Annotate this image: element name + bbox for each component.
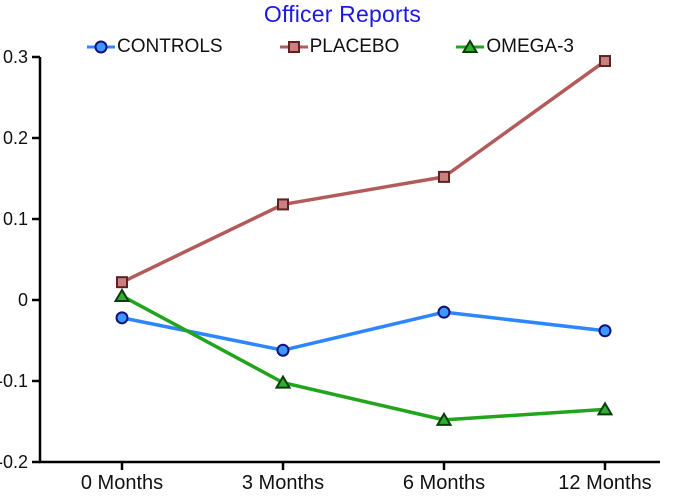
legend-label-omega-3: OMEGA-3 [486, 36, 574, 57]
series-line-controls [120, 310, 607, 352]
y-tick-label: 0 [18, 290, 28, 310]
placebo-legend-marker-icon [279, 41, 308, 53]
series-markers-placebo [116, 55, 611, 289]
controls-legend-marker-icon [87, 40, 115, 54]
x-tick-label: 12 Months [558, 472, 651, 494]
legend-item-controls: CONTROLS [86, 36, 223, 58]
series-line-omega-3 [120, 294, 607, 422]
x-tick-label: 3 Months [242, 472, 324, 494]
y-tick-label: 0.2 [3, 128, 28, 148]
axes [38, 57, 660, 464]
chart-title: Officer Reports [263, 1, 422, 27]
legend-label-placebo: PLACEBO [309, 36, 400, 57]
x-tick-label: 0 Months [81, 472, 163, 494]
series-markers-omega-3 [113, 287, 614, 426]
y-tick-label: -0.1 [0, 371, 28, 391]
y-axis-ticks: -0.2 -0.1 0 0.1 0.2 0.3 [0, 47, 40, 472]
y-tick-label: -0.2 [0, 452, 28, 472]
legend-item-omega-3: OMEGA-3 [455, 36, 574, 58]
y-tick-label: 0.3 [3, 47, 28, 67]
omega-3-legend-marker-icon [456, 39, 485, 53]
y-tick-label: 0.1 [3, 209, 28, 229]
legend-item-placebo: PLACEBO [279, 36, 400, 58]
chart-legend: CONTROLS PLACEBO OMEGA-3 [86, 36, 574, 58]
legend-label-controls: CONTROLS [117, 36, 223, 57]
series-markers-controls [115, 305, 612, 357]
x-tick-label: 6 Months [403, 472, 485, 494]
x-axis-ticks: 0 Months 3 Months 6 Months 12 Months [81, 462, 652, 494]
series-line-placebo [120, 59, 607, 284]
